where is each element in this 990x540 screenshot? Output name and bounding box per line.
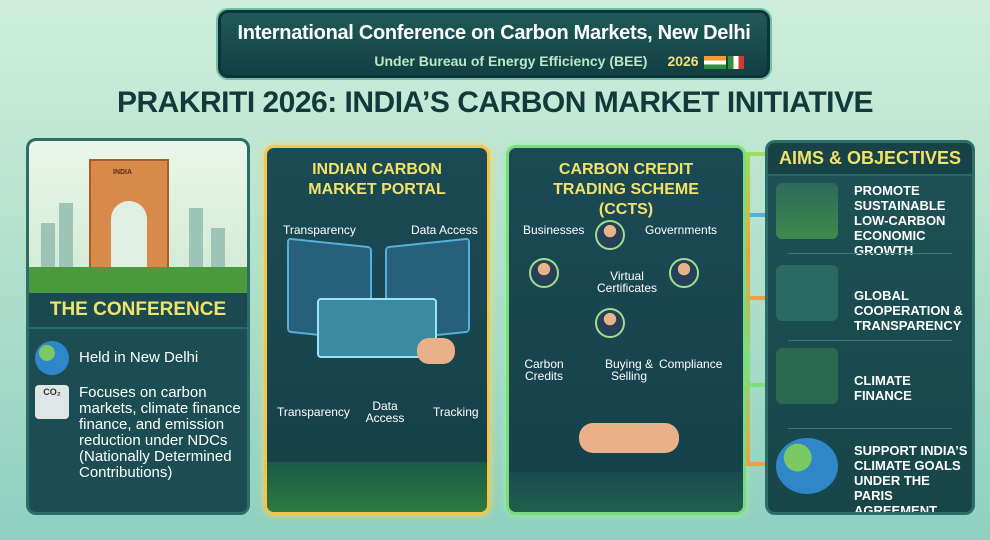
meeting-table-icon [776, 265, 838, 321]
aim-item: SUPPORT INDIA’S CLIMATE GOALS UNDER THE … [854, 443, 968, 515]
trader-icon [595, 308, 625, 338]
header-title: International Conference on Carbon Marke… [237, 22, 751, 44]
list-item: Held in New Delhi [29, 341, 247, 375]
label-transparency: Transparency [277, 405, 350, 419]
india-gate-illustration: INDIA [29, 141, 247, 293]
solar-wind-illustration [267, 462, 487, 512]
globe-icon [35, 341, 69, 375]
label-compliance: Compliance [659, 357, 723, 371]
label-businesses: Businesses [523, 223, 585, 237]
label-data-access: Data Access [411, 223, 478, 237]
label-governments: Governments [645, 223, 718, 237]
ccts-panel: CARBON CREDIT TRADING SCHEME (CCTS) Busi… [506, 145, 746, 515]
portal-panel: INDIAN CARBON MARKET PORTAL Transparency… [264, 145, 490, 515]
arrow-icon [748, 462, 766, 466]
india-gate-icon: INDIA [89, 159, 169, 269]
header-banner: International Conference on Carbon Marke… [218, 10, 770, 78]
list-item: CO₂ Focuses on carbon markets, climate fi… [29, 385, 247, 481]
aims-panel: AIMS & OBJECTIVES PROMOTE SUSTAINABLE LO… [765, 140, 975, 515]
label-buying-selling: Buying & Selling [604, 357, 654, 383]
handshake-icon [579, 423, 679, 453]
aims-heading: AIMS & OBJECTIVES [768, 143, 972, 176]
flag-icon [727, 55, 744, 69]
portal-heading: INDIAN CARBON MARKET PORTAL [308, 161, 446, 198]
tablet-icon [317, 298, 437, 358]
arrow-icon [748, 213, 766, 217]
globe-leaf-icon [776, 438, 838, 494]
person-icon [595, 220, 625, 250]
arrow-icon [748, 152, 766, 156]
businessman-icon [529, 258, 559, 288]
hand-icon [417, 338, 455, 364]
arrow-icon [748, 383, 766, 387]
header-subtitle: Under Bureau of Energy Efficiency (BEE) [374, 53, 648, 69]
co2-factory-icon: CO₂ [35, 385, 69, 419]
aim-item: GLOBAL COOPERATION & TRANSPARENCY [854, 288, 963, 333]
label-carbon-credits: Carbon Credits [524, 357, 564, 383]
arrow-icon [748, 296, 766, 300]
label-tracking: Tracking [433, 405, 479, 419]
aim-item: CLIMATE FINANCE [854, 373, 912, 403]
aim-item: PROMOTE SUSTAINABLE LOW-CARBON ECONOMIC … [854, 183, 946, 258]
label-data-access: Data Access [365, 399, 405, 425]
conference-heading: THE CONFERENCE [29, 293, 247, 329]
label-virtual-certificates: Virtual Certificates [596, 269, 658, 295]
india-flag-icon [703, 55, 726, 69]
ccts-heading: CARBON CREDIT TRADING SCHEME (CCTS) [553, 161, 699, 218]
government-official-icon [669, 258, 699, 288]
conference-panel: INDIA THE CONFERENCE Held in New Delhi C… [26, 138, 250, 515]
header-year: 2026 [667, 53, 699, 69]
money-scale-icon [776, 348, 838, 404]
main-title: PRAKRITI 2026: INDIA’S CARBON MARKET INI… [116, 86, 874, 119]
green-building-icon [776, 183, 838, 239]
label-transparency: Transparency [283, 223, 356, 237]
